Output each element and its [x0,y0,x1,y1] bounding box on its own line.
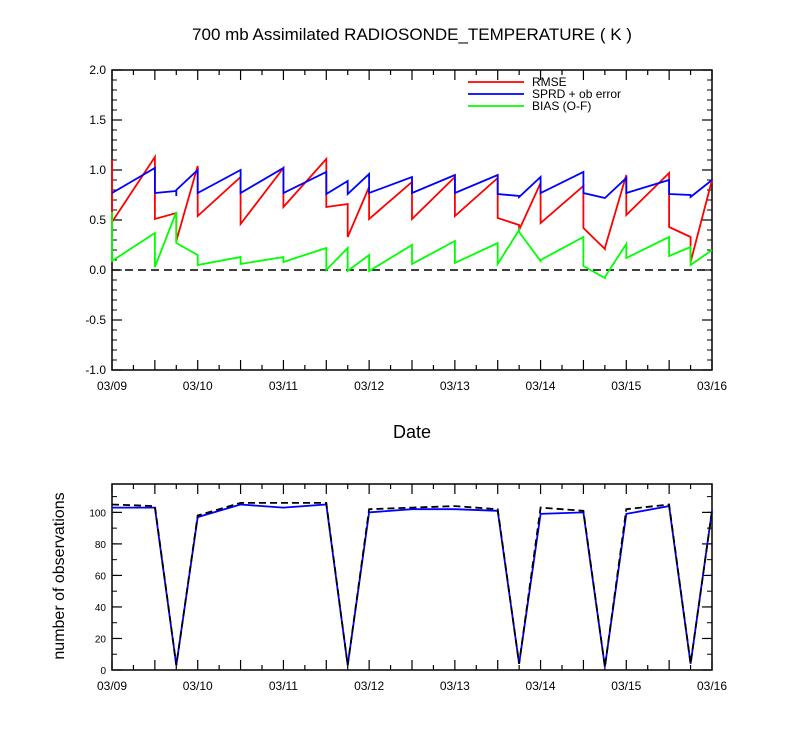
y-tick-label: 40 [95,603,107,614]
x-tick-label: 03/16 [697,679,727,693]
series-line-total [111,501,713,667]
y-tick-label: 80 [95,540,107,551]
y-tick-label: 100 [89,508,106,519]
series-line-bias-o-f [111,211,713,280]
x-tick-label: 03/15 [611,379,641,393]
top-chart-xlabel: Date [393,422,431,442]
x-tick-label: 03/09 [97,379,127,393]
x-tick-label: 03/10 [183,379,213,393]
x-tick-label: 03/14 [526,379,556,393]
series-line-assimilated [112,503,713,667]
x-tick-label: 03/12 [354,679,384,693]
x-tick-label: 03/09 [97,679,127,693]
x-tick-label: 03/15 [611,679,641,693]
x-tick-label: 03/11 [269,679,298,693]
legend-label: SPRD + ob error [532,87,621,101]
x-tick-label: 03/13 [440,679,470,693]
bottom-chart-ylabel: number of observations [51,492,68,659]
x-tick-label: 03/12 [354,379,384,393]
y-tick-label: -0.5 [85,313,106,327]
series-line-sprd-ob-error [111,166,713,200]
y-tick-label: 1.0 [89,163,106,177]
y-tick-label: 0 [100,666,106,677]
x-tick-label: 03/11 [269,379,298,393]
legend-label: BIAS (O-F) [532,99,591,113]
y-tick-label: 60 [95,571,107,582]
y-tick-label: 0.0 [89,263,106,277]
y-tick-label: 20 [95,634,107,645]
top-chart: 03/09 03/10 03/11 03/12 03/13 03/14 03/15 03/16… [85,63,727,393]
x-tick-label: 03/14 [526,679,556,693]
x-tick-label: 03/13 [440,379,470,393]
chart-title: 700 mb Assimilated RADIOSONDE_TEMPERATUR… [192,25,632,44]
y-tick-label: 0.5 [89,213,106,227]
legend-label: RMSE [532,75,567,89]
x-tick-label: 03/10 [183,679,213,693]
plot-frame [111,483,713,671]
bottom-chart: 03/09 03/10 03/11 03/12 03/13 03/14 03/15 03/16… [89,483,727,693]
y-tick-label: 1.5 [89,113,106,127]
y-tick-label: 2.0 [89,63,106,77]
x-tick-label: 03/16 [697,379,727,393]
y-tick-label: -1.0 [85,363,106,377]
